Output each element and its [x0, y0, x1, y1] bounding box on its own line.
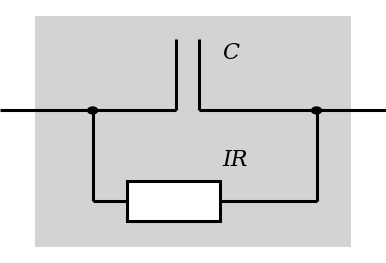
Bar [35, 16, 351, 247]
Circle shape [312, 107, 322, 114]
Text: C: C [222, 42, 239, 64]
Circle shape [88, 107, 98, 114]
Text: IR: IR [222, 149, 247, 171]
Bar [127, 181, 220, 221]
